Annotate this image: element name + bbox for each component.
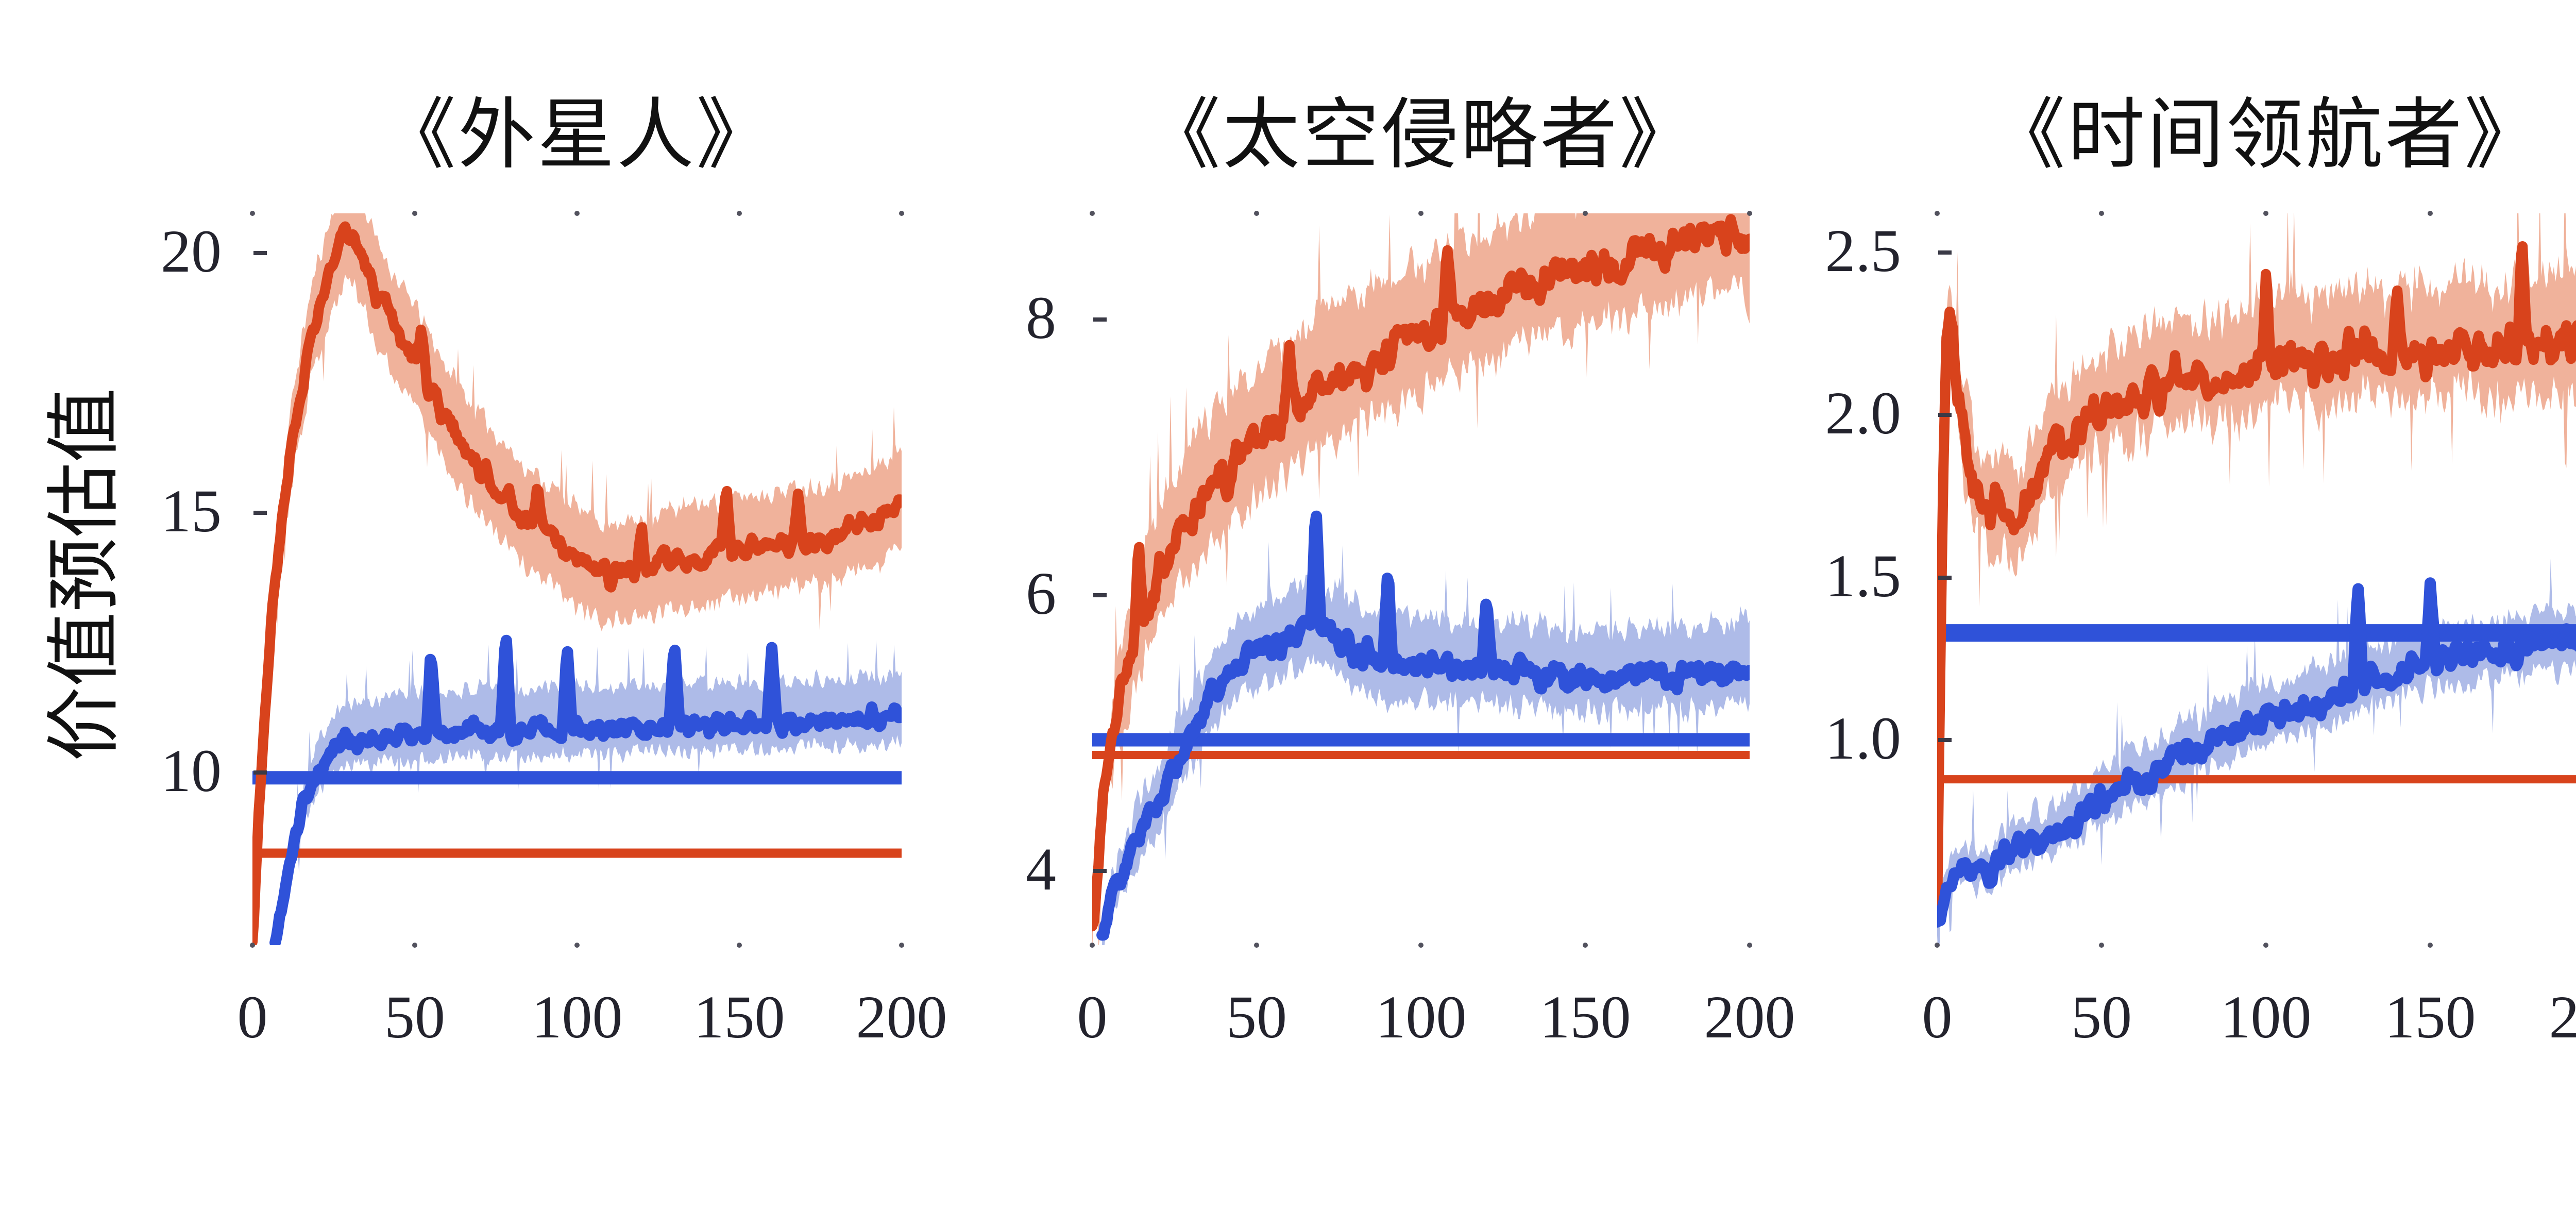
x-tick-mark-bottom (2099, 943, 2104, 948)
y-tick-label: 20 (161, 217, 222, 285)
x-tick-label: 150 (693, 983, 785, 1051)
x-tick-mark-bottom (250, 943, 255, 948)
y-tick-label: 8 (2519, 282, 2576, 343)
y-tick-label: 15 (161, 477, 222, 545)
x-tick-mark-top (2263, 211, 2268, 216)
y-tick-label: 4 (1026, 835, 1056, 903)
y-tick-label: 1.0 (1825, 704, 1902, 773)
x-tick-mark-bottom (2263, 943, 2268, 948)
y-tick-label: 6 (2519, 439, 2576, 499)
x-tick-mark-bottom (2428, 943, 2433, 948)
x-tick-label: 200 (856, 983, 947, 1051)
x-tick-label: 150 (1539, 983, 1631, 1051)
y-tick-label: 2.5 (1825, 216, 1902, 284)
x-tick-mark-top (1090, 211, 1095, 216)
y-tick-mark (1093, 593, 1107, 597)
y-tick-label: 1.5 (1825, 542, 1902, 610)
x-tick-label: 200 (1704, 983, 1795, 1051)
y-tick-mark (253, 510, 267, 515)
y-tick-mark (1938, 738, 1952, 743)
x-tick-mark-bottom (1254, 943, 1259, 948)
y-tick-label: 2.0 (1825, 379, 1902, 447)
x-tick-mark-bottom (1935, 943, 1940, 948)
x-tick-mark-top (1583, 211, 1588, 216)
x-tick-mark-bottom (899, 943, 904, 948)
x-tick-label: 100 (531, 983, 623, 1051)
x-tick-label: 200 (2549, 983, 2576, 1051)
y-tick-label: 6 (1026, 559, 1056, 627)
x-tick-mark-top (2099, 211, 2104, 216)
x-tick-mark-top (1418, 211, 1423, 216)
x-tick-mark-top (899, 211, 904, 216)
x-tick-mark-bottom (1090, 943, 1095, 948)
x-tick-label: 0 (1077, 983, 1108, 1051)
y-tick-label: 0 (2519, 905, 2576, 966)
x-tick-mark-top (574, 211, 580, 216)
x-axis-label: 迭代轮次（百万） (2326, 1098, 2576, 1206)
x-tick-mark-top (1747, 211, 1752, 216)
x-tick-label: 0 (1922, 983, 1953, 1051)
plot-title-space-invaders: 《太空侵略者》 (1143, 93, 1699, 178)
y-tick-mark (1093, 317, 1107, 322)
x-tick-mark-top (250, 211, 255, 216)
y-tick-label: 10 (161, 737, 222, 805)
y-tick-mark (1093, 868, 1107, 873)
x-tick-mark-top (737, 211, 742, 216)
x-tick-mark-bottom (1583, 943, 1588, 948)
x-tick-label: 100 (1375, 983, 1467, 1051)
x-tick-mark-bottom (1418, 943, 1423, 948)
y-tick-label: 8 (1026, 283, 1056, 351)
x-tick-mark-top (2428, 211, 2433, 216)
x-tick-label: 50 (1226, 983, 1287, 1051)
y-tick-mark (1938, 575, 1952, 580)
x-tick-label: 0 (237, 983, 268, 1051)
x-tick-mark-top (1935, 211, 1940, 216)
y-tick-mark (253, 250, 267, 255)
y-tick-label: 4 (2519, 594, 2576, 655)
y-tick-mark (1938, 250, 1952, 255)
plot-area-space-invaders (1092, 213, 1750, 945)
plot-area-time-pilot (1937, 213, 2576, 945)
plot-title-time-pilot: 《时间领航者》 (1988, 93, 2544, 178)
plot-area-alien (252, 213, 902, 945)
y-tick-label: 2 (2519, 750, 2576, 811)
x-tick-label: 150 (2384, 983, 2476, 1051)
y-tick-mark (253, 770, 267, 775)
y-tick-mark (1938, 413, 1952, 417)
x-tick-mark-bottom (412, 943, 417, 948)
x-tick-mark-bottom (737, 943, 742, 948)
x-tick-mark-top (412, 211, 417, 216)
x-tick-mark-bottom (574, 943, 580, 948)
x-tick-label: 50 (384, 983, 445, 1051)
x-tick-mark-bottom (1747, 943, 1752, 948)
x-tick-mark-top (1254, 211, 1259, 216)
x-tick-label: 50 (2071, 983, 2132, 1051)
plot-title-alien: 《外星人》 (378, 93, 775, 178)
x-tick-label: 100 (2220, 983, 2312, 1051)
